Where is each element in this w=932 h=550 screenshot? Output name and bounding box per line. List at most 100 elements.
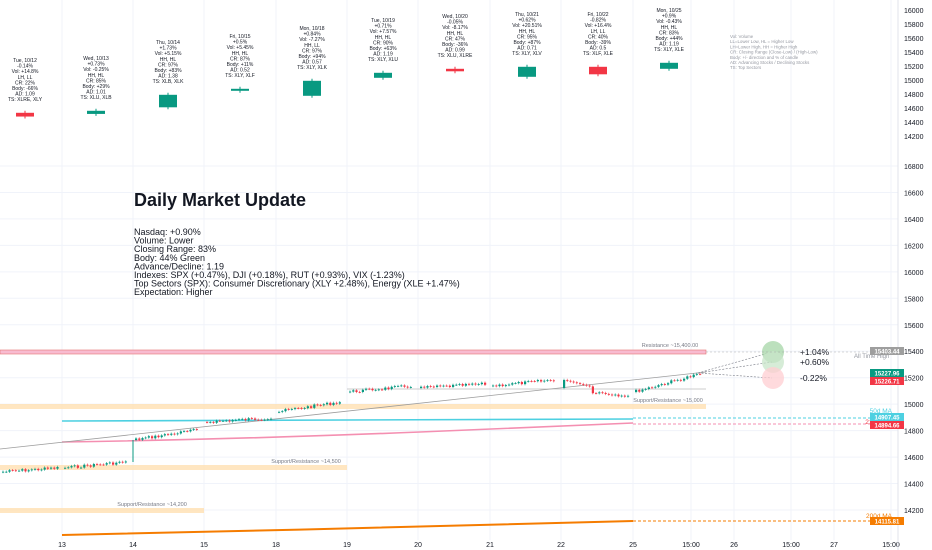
projection-arrow — [697, 351, 773, 374]
summary-line: Top Sectors (SPX): Consumer Discretionar… — [134, 279, 460, 289]
support-label: Support/Resistance ~15,000 — [633, 398, 703, 404]
x-tick-label: 26 — [730, 542, 738, 549]
y-tick-label-upper: 14600 — [904, 106, 924, 113]
intraday-candle-body — [352, 390, 355, 392]
y-tick-label-upper: 15200 — [904, 64, 924, 71]
intraday-candle-body — [135, 438, 138, 440]
x-tick-label: 15:00 — [882, 542, 900, 549]
daily-stat-line: TS: XLB, XLK — [153, 79, 185, 85]
intraday-candle-body — [527, 381, 530, 382]
intraday-candle-body — [92, 464, 95, 467]
intraday-candle-body — [329, 402, 332, 405]
daily-stat-line: TS: XLY, XLE — [654, 47, 684, 53]
intraday-candle-body — [56, 466, 59, 469]
intraday-candle-body — [699, 373, 702, 375]
y-tick-label: 14800 — [904, 429, 924, 436]
intraday-candle-body — [179, 431, 182, 434]
intraday-candle-body — [543, 380, 546, 382]
daily-stat-line: AD: 0.57 — [302, 60, 322, 66]
daily-stat-line: Fri, 10/22 — [587, 12, 608, 18]
intraday-candle-body — [34, 468, 37, 470]
intraday-candle-body — [695, 373, 698, 375]
y-tick-label-upper: 14800 — [904, 92, 924, 99]
y-tick-label-upper: 15600 — [904, 36, 924, 43]
daily-candle-body — [16, 112, 34, 117]
daily-stat-line: TS: XLY, XLV — [512, 51, 542, 57]
intraday-candle-body — [683, 378, 686, 381]
x-tick-label: 18 — [272, 542, 280, 549]
price-label-bg — [870, 413, 904, 421]
trend-line — [0, 371, 707, 450]
x-tick-label: 19 — [343, 542, 351, 549]
daily-stat-line: CR: 87% — [230, 56, 251, 62]
intraday-candle-body — [270, 418, 273, 420]
daily-stat-line: CR: 97% — [158, 62, 179, 68]
intraday-candle-body — [192, 429, 195, 430]
intraday-candle-body — [195, 429, 198, 430]
intraday-candle-body — [260, 419, 263, 421]
daily-stat-line: +0.84% — [303, 32, 321, 38]
daily-stat-line: HH, HL — [519, 29, 536, 35]
intraday-candle-body — [218, 420, 221, 422]
chart-title: Daily Market Update — [134, 190, 306, 210]
daily-stat-line: Vol: +5.15% — [155, 51, 182, 57]
x-tick-label: 15:00 — [682, 542, 700, 549]
intraday-candle-body — [170, 433, 173, 435]
intraday-candle-body — [536, 380, 539, 382]
projection-label: +0.60% — [800, 357, 830, 367]
intraday-candle-body — [403, 385, 406, 387]
daily-stat-line: TS: XLF, XLE — [583, 51, 614, 57]
intraday-candle-body — [118, 461, 121, 463]
ma200-line — [61, 520, 634, 536]
price-label-bg — [870, 369, 904, 377]
summary-line: Volume: Lower — [134, 236, 194, 246]
intraday-candle-body — [484, 382, 487, 385]
summary-line: Expectation: Higher — [134, 287, 213, 297]
legend-key-line: AD: Advancing Stocks / Declining Stocks — [730, 60, 810, 65]
daily-stat-line: HH, HL — [661, 25, 678, 31]
intraday-candle-body — [429, 386, 432, 387]
intraday-candle-body — [641, 389, 644, 392]
intraday-candle-body — [654, 386, 657, 388]
intraday-candle-body — [588, 385, 591, 387]
price-label-text: 14907.45 — [874, 416, 900, 422]
intraday-candle-body — [284, 409, 287, 412]
intraday-candle-body — [83, 464, 86, 468]
intraday-candle-body — [176, 433, 179, 435]
intraday-candle-body — [338, 402, 341, 404]
intraday-candle-body — [349, 391, 352, 393]
projection-arrow — [697, 361, 773, 374]
intraday-candle-body — [53, 467, 56, 469]
daily-stat-line: Body: +29% — [82, 84, 110, 90]
intraday-candle-body — [591, 386, 594, 394]
support-zone — [0, 508, 204, 513]
daily-stat-line: AD: 0.71 — [517, 46, 537, 52]
intraday-candle-body — [80, 467, 83, 469]
intraday-candle-body — [21, 469, 24, 471]
daily-stat-line: CR: 85% — [86, 78, 107, 84]
daily-stat-line: AD: 1.01 — [86, 90, 106, 96]
resistance-zone — [0, 349, 707, 355]
daily-stat-line: Vol: -0.25% — [83, 67, 109, 73]
intraday-candle-body — [686, 376, 689, 379]
y-tick-label-upper: 16000 — [904, 8, 924, 15]
intraday-candle-body — [409, 387, 412, 388]
intraday-candle-body — [501, 384, 504, 387]
daily-candle-body — [159, 94, 177, 108]
daily-stat-line: Body: +94% — [298, 54, 326, 60]
intraday-candle-body — [99, 464, 102, 466]
intraday-candle-body — [222, 420, 225, 422]
daily-stat-line: CR: 40% — [588, 34, 609, 40]
price-label-bg — [870, 377, 904, 385]
intraday-candle-body — [464, 383, 467, 386]
intraday-candle-body — [552, 380, 555, 382]
y-tick-label-upper: 14200 — [904, 134, 924, 141]
intraday-candle-body — [393, 386, 396, 387]
intraday-candle-body — [651, 387, 654, 389]
daily-stat-line: -0.05% — [447, 20, 463, 26]
intraday-candle-body — [14, 470, 17, 472]
y-tick-label: 16800 — [904, 164, 924, 171]
y-tick-label: 15400 — [904, 349, 924, 356]
legend-key-line: TS: Top Sectors — [730, 65, 762, 70]
x-tick-label: 15:00 — [782, 542, 800, 549]
